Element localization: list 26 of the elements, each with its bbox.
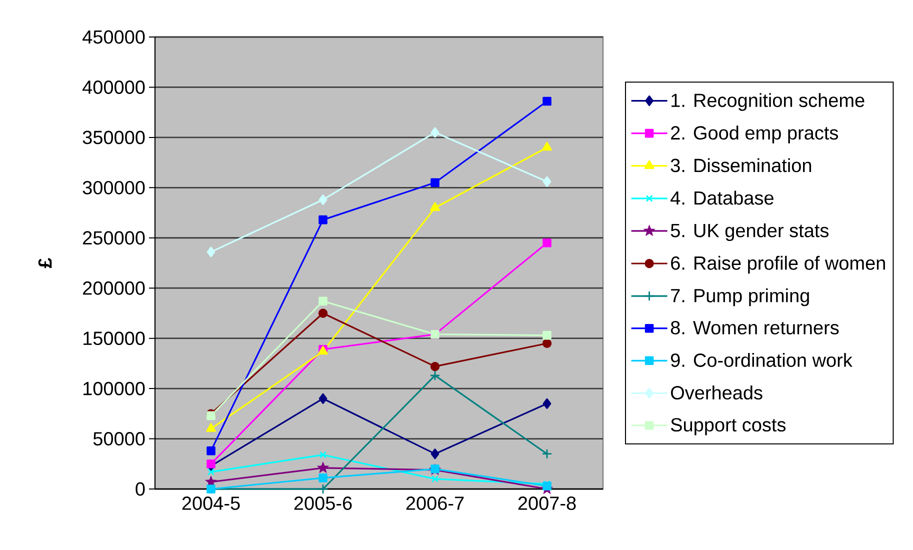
x-tick-label: 2005-6 [294, 496, 352, 510]
y-tick-label: 450000 [82, 30, 145, 44]
legend-label: Overheads [671, 386, 762, 400]
y-tick-label: 300000 [82, 180, 145, 194]
legend-label: 1. Recognition scheme [672, 93, 864, 111]
x-tick-label: 2007-8 [518, 496, 576, 510]
y-tick-label: 50000 [93, 432, 145, 446]
legend-label: 2. Good emp practs [671, 126, 838, 144]
y-tick-label: 250000 [83, 231, 145, 245]
y-axis-title: £ [38, 258, 52, 268]
y-tick-label: 150000 [84, 332, 145, 346]
legend-label: 9. Co-ordination work [670, 353, 852, 367]
legend-label: 5. UK gender stats [670, 223, 829, 242]
y-tick-label: 400000 [82, 80, 145, 94]
x-tick-label: 2004-5 [182, 496, 240, 510]
x-tick-label: 2006-7 [406, 496, 464, 510]
legend-label: Support costs [670, 418, 786, 436]
legend-label: 3. Dissemination [670, 158, 812, 172]
legend-label: 4. Database [670, 190, 774, 205]
y-tick-label: 350000 [82, 130, 145, 144]
legend-label: 7. Pump priming [671, 288, 809, 306]
legend-label: 8. Women returners [670, 320, 839, 334]
y-tick-label: 200000 [83, 281, 145, 295]
legend-label: 6. Raise profile of women [671, 256, 885, 274]
y-tick-label: 100000 [84, 382, 145, 396]
y-tick-label: 0 [136, 482, 145, 496]
